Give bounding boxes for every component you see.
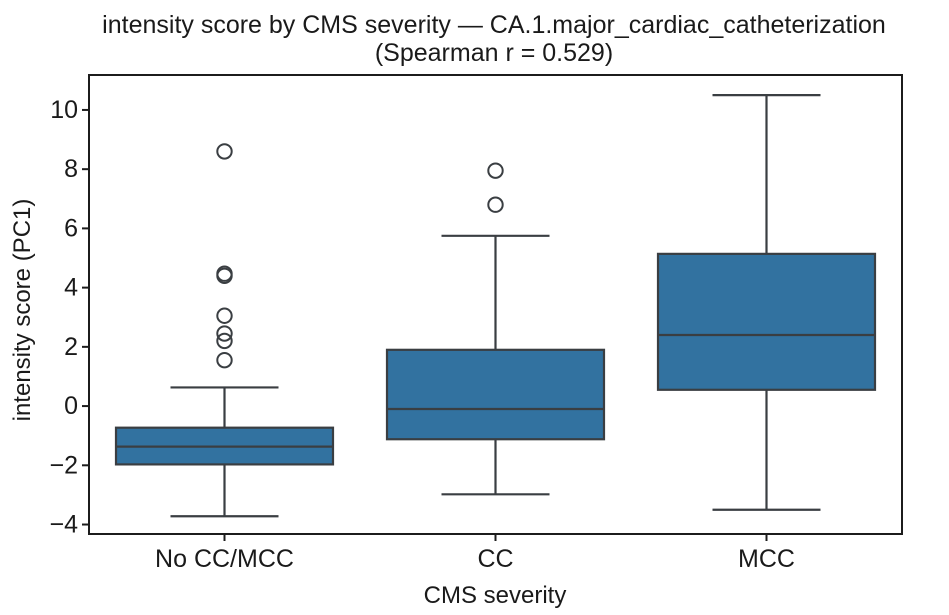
plot-frame	[88, 74, 903, 535]
iqr-box	[656, 252, 877, 391]
plot-area: −4 −2 0 2 4 6 8 10 No CC/MCC CC MCC	[49, 74, 903, 573]
box-cc	[385, 162, 606, 496]
y-tick-label: 10	[50, 96, 78, 124]
iqr-box	[385, 348, 606, 441]
chart-subtitle: (Spearman r = 0.529)	[375, 39, 613, 67]
x-tick-label-cc: CC	[477, 545, 513, 573]
outlier-point	[487, 162, 504, 179]
box-no-cc-mcc	[114, 143, 335, 518]
y-axis-label: intensity score (PC1)	[9, 199, 36, 422]
y-tick-label: −2	[49, 451, 78, 479]
outlier-point	[216, 307, 233, 324]
x-axis-label: CMS severity	[424, 582, 567, 609]
outlier-point	[216, 325, 233, 342]
y-tick-label: 4	[64, 274, 78, 302]
outlier-point	[216, 332, 233, 350]
outlier-point	[216, 351, 233, 369]
outlier-point	[487, 196, 504, 213]
y-tick-label: 6	[64, 214, 78, 242]
box-mcc	[656, 94, 877, 511]
outlier-point	[216, 143, 233, 160]
outlier-point	[216, 265, 233, 282]
y-tick-label: 2	[64, 333, 78, 361]
y-tick-label: 8	[64, 155, 78, 183]
y-tick-label: 0	[64, 392, 78, 420]
x-tick-label-no-cc-mcc: No CC/MCC	[155, 545, 294, 573]
y-tick-label: −4	[49, 511, 78, 539]
x-tick-label-mcc: MCC	[738, 545, 795, 573]
chart-title: intensity score by CMS severity — CA.1.m…	[102, 11, 886, 39]
